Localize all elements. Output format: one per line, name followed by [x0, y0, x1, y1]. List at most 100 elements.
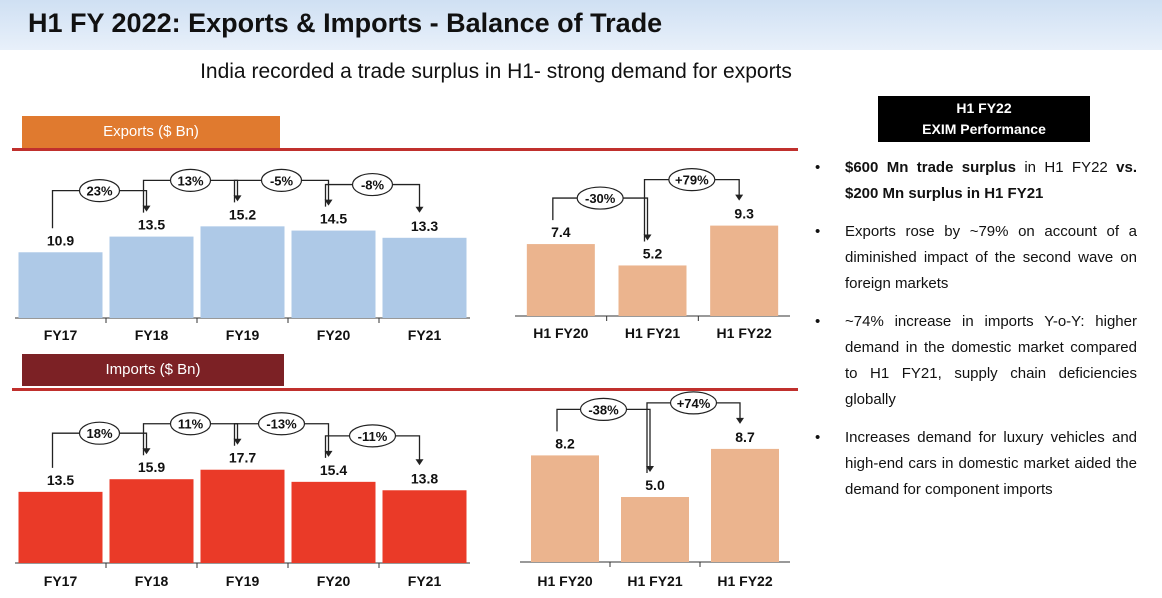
bar	[291, 481, 376, 563]
bullet-dot: •	[815, 313, 821, 330]
growth-label: 18%	[86, 426, 112, 441]
growth-arrowhead	[142, 448, 151, 455]
bar	[200, 226, 285, 318]
growth-oval	[169, 168, 212, 192]
growth-arrowhead	[643, 234, 652, 241]
bar	[618, 265, 687, 316]
bar	[621, 497, 689, 562]
bar-value-label: 14.5	[320, 211, 347, 227]
category-label: FY21	[408, 327, 442, 343]
growth-label: +74%	[677, 396, 711, 411]
category-label: FY21	[408, 573, 442, 589]
category-label: FY20	[317, 327, 351, 343]
bar	[382, 237, 467, 318]
category-label: H1 FY20	[533, 325, 588, 341]
bar-value-label: 15.2	[229, 206, 256, 222]
exports-half-year-chart: 7.4 H1 FY20 5.2 H1 FY21 9.3 H1 FY22 -30% +79%	[515, 168, 790, 341]
growth-arrowhead	[646, 466, 654, 472]
growth-arrowhead	[324, 199, 333, 206]
imports-divider	[12, 388, 798, 391]
category-label: FY17	[44, 327, 78, 343]
imports-annual-chart: 13.5 FY17 15.9 FY18 17.7 FY19 15.4 FY20 13.8 FY21…	[15, 412, 470, 589]
bar-value-label: 13.8	[411, 470, 438, 486]
growth-oval	[348, 424, 397, 448]
bullet-dot: •	[815, 429, 821, 446]
bar	[109, 236, 194, 318]
bar-value-label: 7.4	[551, 224, 571, 240]
bullet-dot: •	[815, 159, 821, 176]
bullet-item: • ~74% increase in imports Y-o-Y: higher…	[815, 309, 1137, 413]
exim-header-line1: H1 FY22	[956, 100, 1012, 116]
growth-arrowhead	[142, 205, 151, 212]
bar	[526, 244, 595, 316]
bar	[18, 252, 103, 318]
category-label: H1 FY21	[627, 573, 682, 589]
bar-value-label: 8.7	[735, 429, 755, 445]
growth-arrowhead	[736, 417, 744, 424]
exports-section-label: Exports ($ Bn)	[22, 116, 280, 148]
bullet-text: in H1 FY22	[1015, 159, 1117, 176]
bullet-bold: vs. $200 Mn surplus in H1 FY21	[845, 159, 1138, 202]
growth-label: -30%	[585, 191, 616, 206]
category-label: FY18	[135, 327, 169, 343]
bar-value-label: 9.3	[734, 206, 754, 222]
bullet-bold: $600 Mn trade surplus	[845, 159, 1016, 176]
page-subtitle: India recorded a trade surplus in H1- st…	[200, 60, 792, 83]
bar-value-label: 17.7	[229, 450, 256, 466]
growth-arrowhead	[233, 438, 242, 445]
growth-oval	[78, 421, 121, 445]
category-label: H1 FY20	[537, 573, 592, 589]
exim-bullet-list: • $600 Mn trade surplus in H1 FY22 vs. $…	[815, 155, 1137, 515]
bullet-text: Increases demand for luxury vehicles and…	[845, 429, 1137, 498]
category-label: H1 FY21	[625, 325, 680, 341]
bar-value-label: 13.3	[411, 218, 438, 234]
bar	[382, 490, 467, 563]
growth-label: -8%	[361, 178, 385, 193]
growth-oval	[351, 172, 394, 197]
bar-value-label: 10.9	[47, 232, 74, 248]
bar	[710, 225, 779, 316]
category-label: FY20	[317, 573, 351, 589]
bar-value-label: 13.5	[138, 217, 165, 233]
exim-performance-header: H1 FY22 EXIM Performance	[878, 96, 1090, 142]
growth-arrowhead	[324, 450, 333, 457]
bar	[291, 230, 376, 318]
bar-value-label: 15.4	[320, 462, 347, 478]
bullet-item: • $600 Mn trade surplus in H1 FY22 vs. $…	[815, 155, 1137, 207]
bar-value-label: 5.2	[643, 245, 663, 261]
category-label: H1 FY22	[717, 573, 772, 589]
bullet-item: • Increases demand for luxury vehicles a…	[815, 425, 1137, 503]
category-label: FY19	[226, 573, 260, 589]
bar	[200, 469, 285, 563]
growth-oval	[169, 412, 212, 436]
bullet-dot: •	[815, 223, 821, 240]
growth-oval	[260, 168, 303, 192]
growth-label: 11%	[178, 417, 204, 432]
exports-divider	[12, 148, 798, 151]
bar	[109, 479, 194, 563]
category-label: H1 FY22	[717, 325, 772, 341]
category-label: FY19	[226, 327, 260, 343]
growth-oval	[668, 168, 716, 192]
bullet-text: Exports rose by ~79% on account of a dim…	[845, 223, 1137, 292]
bullet-text: ~74% increase in imports Y-o-Y: higher d…	[845, 313, 1137, 408]
bullet-item: • Exports rose by ~79% on account of a d…	[815, 219, 1137, 297]
growth-label: 23%	[86, 184, 112, 199]
imports-half-year-chart: 8.2 H1 FY20 5.0 H1 FY21 8.7 H1 FY22 -38% +74%	[520, 391, 790, 589]
category-label: FY17	[44, 573, 78, 589]
page-title: H1 FY 2022: Exports & Imports - Balance …	[28, 8, 663, 38]
growth-oval	[576, 186, 624, 210]
growth-label: -5%	[270, 173, 294, 188]
growth-label: -38%	[588, 402, 619, 417]
bar	[711, 448, 779, 562]
growth-arrowhead	[233, 195, 242, 202]
bar-value-label: 5.0	[645, 477, 665, 493]
title-bar: H1 FY 2022: Exports & Imports - Balance …	[0, 0, 1162, 50]
bar-value-label: 15.9	[138, 459, 165, 475]
growth-oval	[78, 178, 121, 203]
growth-label: -13%	[266, 417, 297, 432]
growth-oval	[257, 412, 306, 436]
bar-value-label: 13.5	[47, 472, 74, 488]
exports-annual-chart: 10.9 FY17 13.5 FY18 15.2 FY19 14.5 FY20 13.3 FY21…	[15, 168, 470, 343]
bar-value-label: 8.2	[555, 435, 575, 451]
